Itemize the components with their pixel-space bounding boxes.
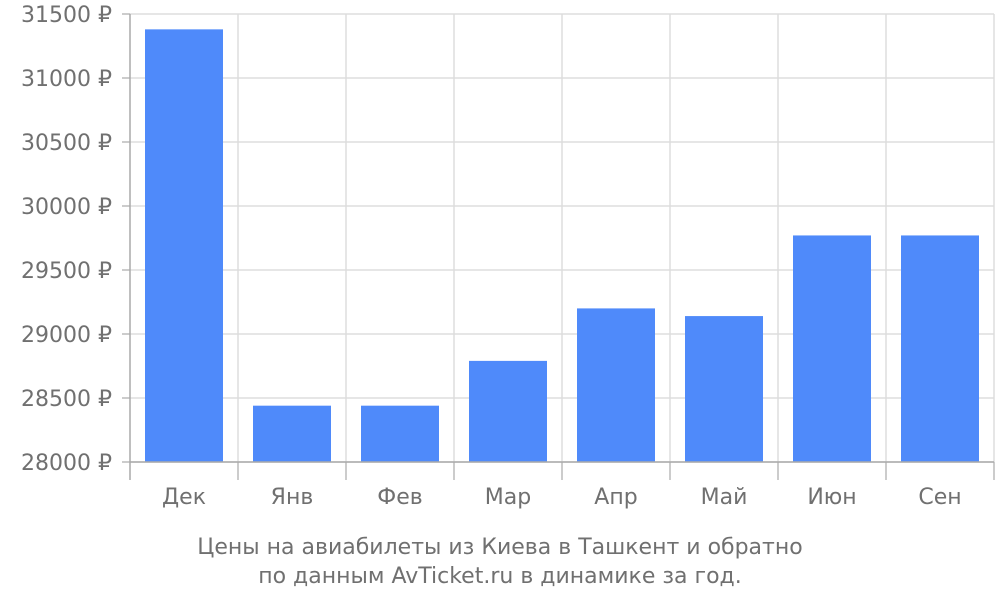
y-tick-label: 28500 ₽ <box>21 387 112 412</box>
chart-caption-line-1: Цены на авиабилеты из Киева в Ташкент и … <box>197 535 803 560</box>
x-tick-label: Апр <box>594 485 637 510</box>
chart-caption-line-2: по данным AvTicket.ru в динамике за год. <box>258 564 742 589</box>
y-axis-ticks: 28000 ₽ 28500 ₽ 29000 ₽ 29500 ₽ 30000 ₽ 30500… <box>21 3 130 476</box>
x-axis-ticks: Дек Янв Фев Мар Апр Май Июн Сен <box>162 462 995 510</box>
y-tick-label: 31500 ₽ <box>21 3 112 28</box>
y-tick-label: 29000 ₽ <box>21 323 112 348</box>
x-tick-label: Мар <box>485 485 531 510</box>
x-tick-label: Июн <box>807 485 856 510</box>
x-tick-label: Сен <box>918 485 961 510</box>
bar <box>145 29 223 463</box>
bar <box>361 405 439 462</box>
bar <box>469 360 547 462</box>
x-tick-label: Янв <box>271 485 314 510</box>
bars <box>145 29 979 463</box>
grid-lines <box>130 13 995 463</box>
y-tick-label: 30500 ₽ <box>21 131 112 156</box>
y-tick-label: 28000 ₽ <box>21 451 112 476</box>
bar <box>901 235 979 462</box>
x-tick-label: Май <box>701 485 748 510</box>
axes <box>129 14 994 480</box>
bar <box>793 235 871 462</box>
bar <box>577 308 655 462</box>
y-tick-label: 31000 ₽ <box>21 67 112 92</box>
bar <box>253 405 331 462</box>
bar <box>685 316 763 462</box>
bar-chart: 28000 ₽ 28500 ₽ 29000 ₽ 29500 ₽ 30000 ₽ 30500… <box>21 3 995 510</box>
x-tick-label: Дек <box>162 485 206 510</box>
y-tick-label: 29500 ₽ <box>21 259 112 284</box>
y-tick-label: 30000 ₽ <box>21 195 112 220</box>
x-tick-label: Фев <box>377 485 422 510</box>
